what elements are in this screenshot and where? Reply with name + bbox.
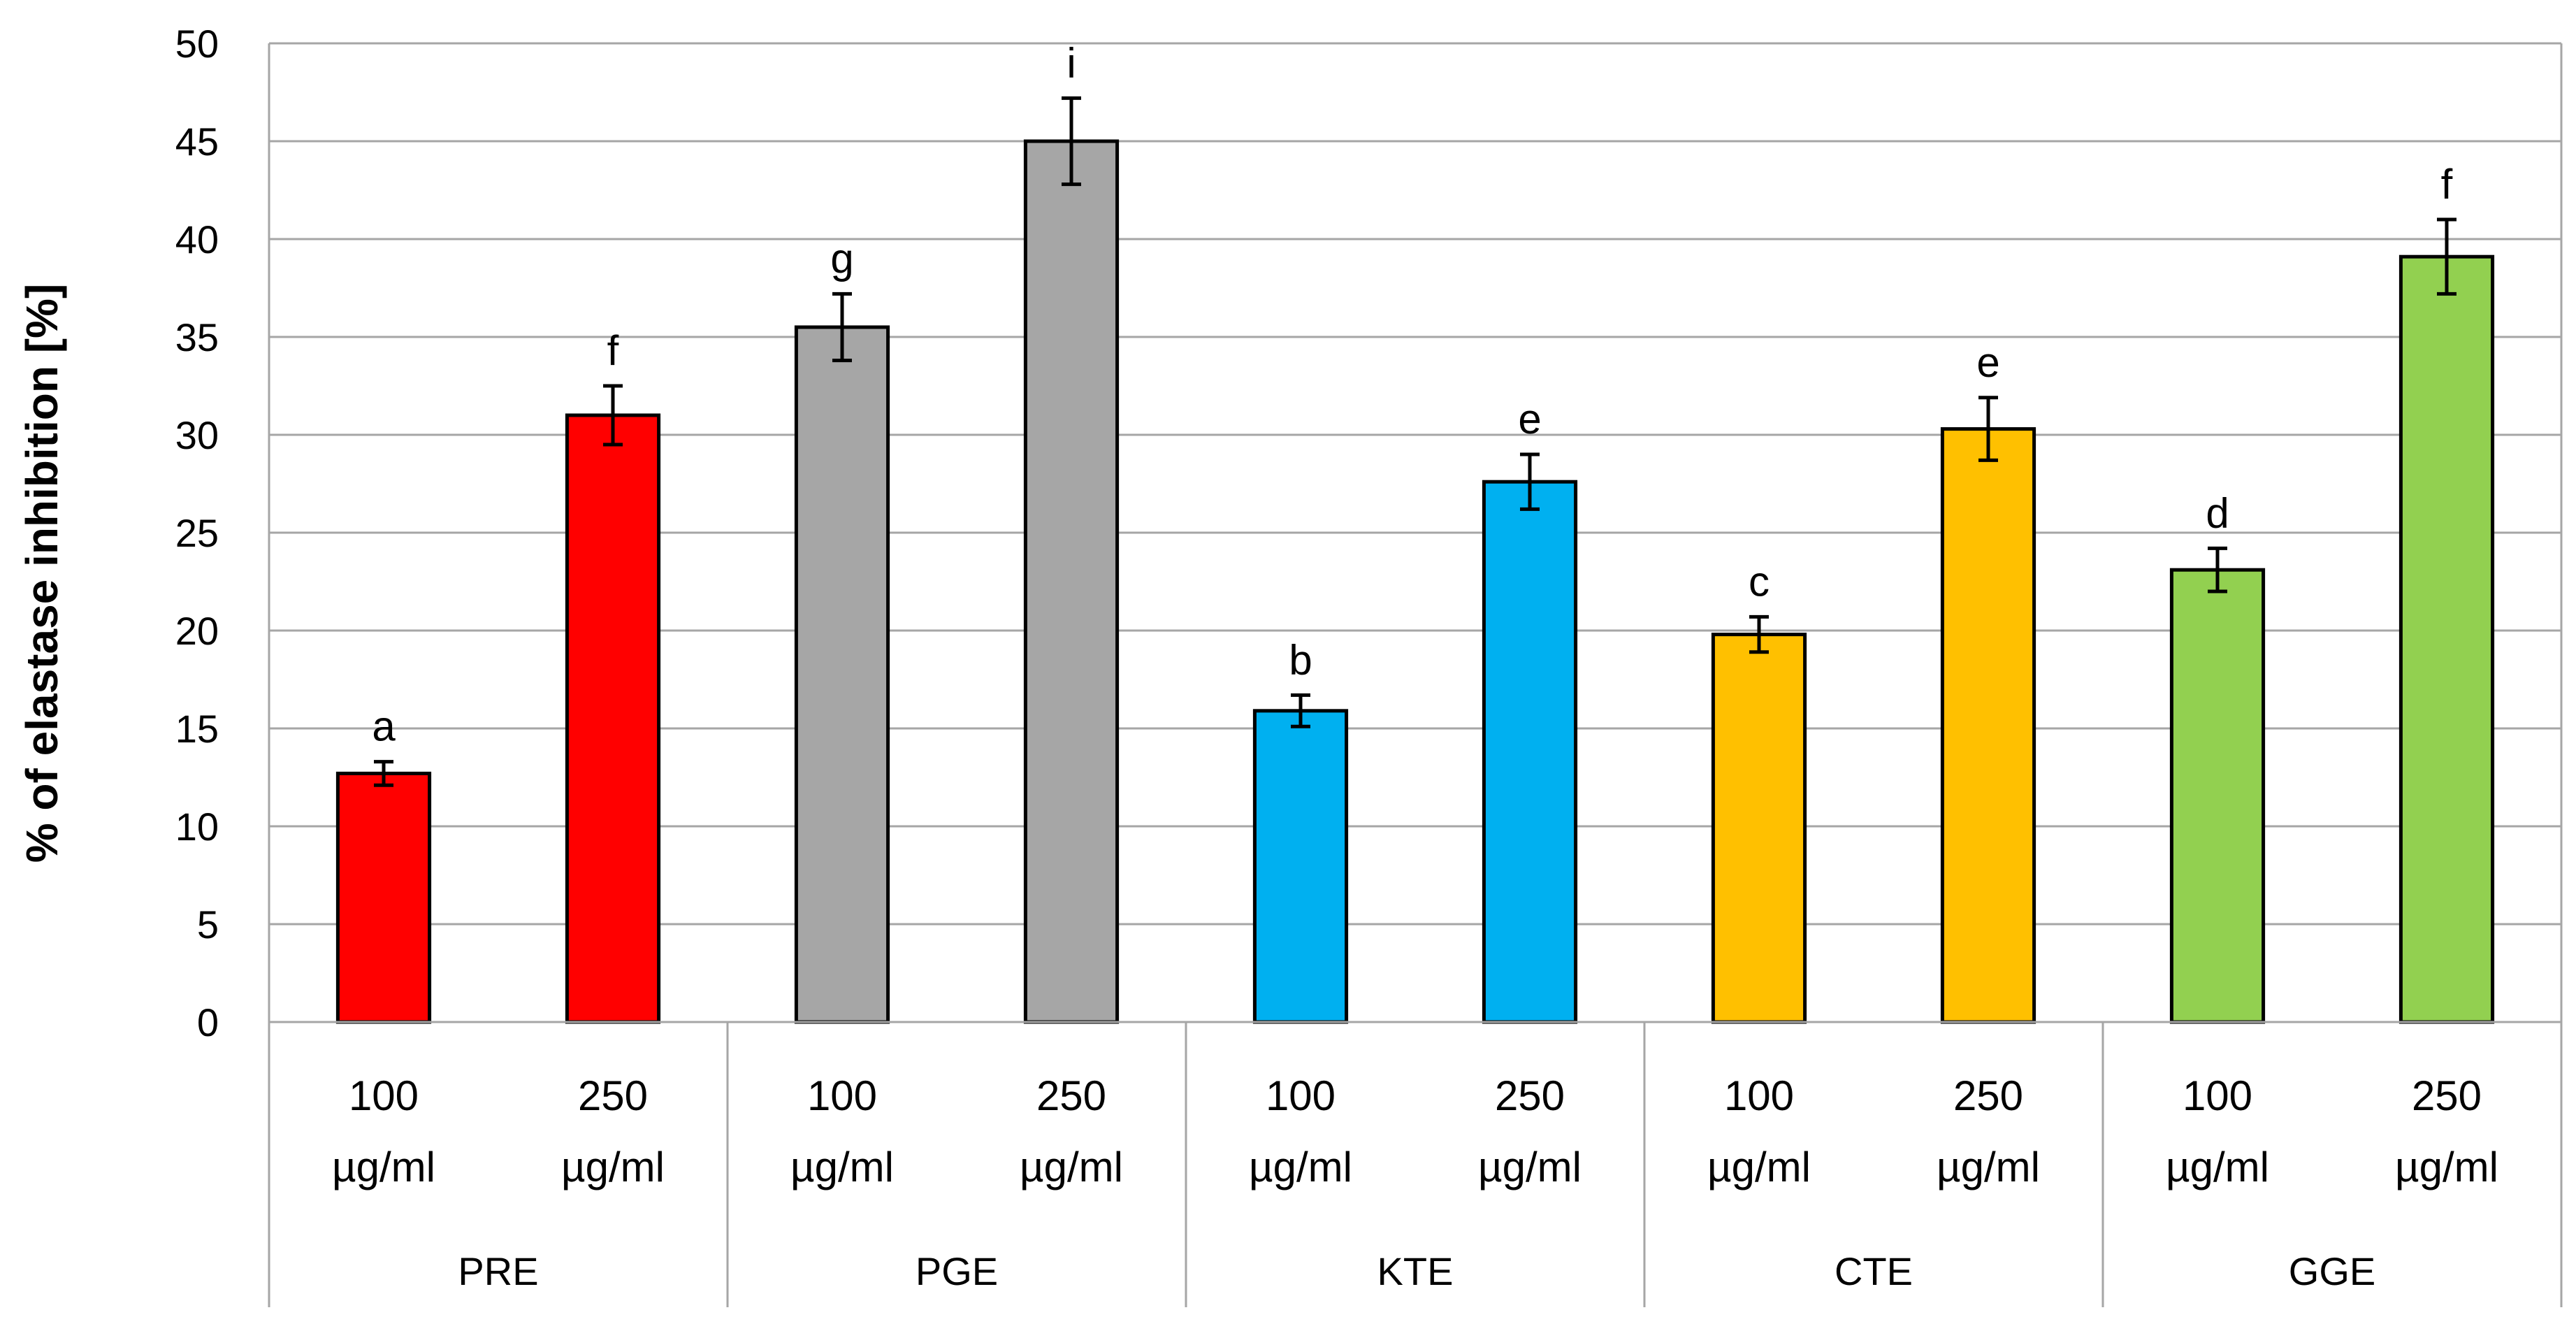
y-tick-label: 5	[197, 902, 219, 947]
category-label-value: 250	[2412, 1072, 2482, 1119]
significance-letter: f	[2441, 161, 2453, 208]
y-axis-title: % of elastase inhibition [%]	[17, 284, 67, 863]
y-axis-ticks: 0 5 10 15 20 25 30 35 40 45 50	[175, 22, 219, 1044]
category-label-unit: µg/ml	[1707, 1144, 1811, 1190]
y-tick-label: 20	[175, 609, 219, 653]
group-label: CTE	[1835, 1249, 1913, 1293]
bar	[2169, 568, 2266, 1024]
bar	[335, 771, 432, 1024]
y-tick-label: 50	[175, 22, 219, 66]
significance-letter: c	[1749, 558, 1770, 605]
category-label-unit: µg/ml	[1020, 1144, 1123, 1190]
group-label: GGE	[2289, 1249, 2375, 1293]
category-label-unit: µg/ml	[1937, 1144, 2040, 1190]
significance-letter: i	[1066, 39, 1076, 86]
category-label-value: 100	[1266, 1072, 1336, 1119]
category-label-value: 250	[1495, 1072, 1565, 1119]
y-tick-label: 40	[175, 217, 219, 261]
category-label-unit: µg/ml	[2395, 1144, 2498, 1190]
y-tick-label: 45	[175, 120, 219, 164]
significance-letter: d	[2206, 489, 2229, 536]
y-tick-label: 30	[175, 413, 219, 457]
group-label: PRE	[458, 1249, 538, 1293]
bar	[1482, 480, 1578, 1024]
category-label-unit: µg/ml	[332, 1144, 435, 1190]
significance-letters: a f g i b e c e d f	[372, 39, 2452, 749]
category-label-value: 250	[1953, 1072, 2023, 1119]
category-label-value: 250	[1036, 1072, 1106, 1119]
category-label-value: 100	[349, 1072, 419, 1119]
y-tick-label: 10	[175, 805, 219, 849]
x-axis: 100 µg/ml 250 µg/ml 100 µg/ml 250 µg/ml 100 µg/ml…	[268, 1021, 2563, 1307]
significance-letter: g	[830, 235, 853, 282]
bar	[1023, 139, 1120, 1024]
y-tick-label: 35	[175, 315, 219, 359]
bar	[565, 413, 661, 1024]
category-label-value: 100	[807, 1072, 877, 1119]
y-tick-label: 25	[175, 511, 219, 555]
significance-letter: e	[1518, 396, 1541, 443]
y-tick-label: 15	[175, 707, 219, 751]
significance-letter: f	[607, 327, 619, 374]
bar	[2398, 254, 2495, 1024]
significance-letter: a	[372, 703, 396, 750]
error-bars	[374, 96, 2456, 787]
category-label-unit: µg/ml	[1249, 1144, 1352, 1190]
significance-letter: b	[1289, 636, 1312, 683]
category-label-unit: µg/ml	[561, 1144, 665, 1190]
category-label-value: 250	[578, 1072, 648, 1119]
category-label-unit: µg/ml	[2166, 1144, 2269, 1190]
bar	[1252, 709, 1349, 1024]
bar	[1940, 427, 2036, 1024]
significance-letter: e	[1976, 339, 1999, 386]
category-label-unit: µg/ml	[1478, 1144, 1582, 1190]
category-label-value: 100	[2183, 1072, 2252, 1119]
category-label-value: 100	[1724, 1072, 1794, 1119]
y-tick-label: 0	[197, 1000, 219, 1044]
group-label: PGE	[916, 1249, 998, 1293]
bar	[1711, 633, 1807, 1024]
bars	[335, 139, 2495, 1024]
bar	[794, 325, 890, 1024]
category-label-unit: µg/ml	[790, 1144, 894, 1190]
group-label: KTE	[1377, 1249, 1454, 1293]
